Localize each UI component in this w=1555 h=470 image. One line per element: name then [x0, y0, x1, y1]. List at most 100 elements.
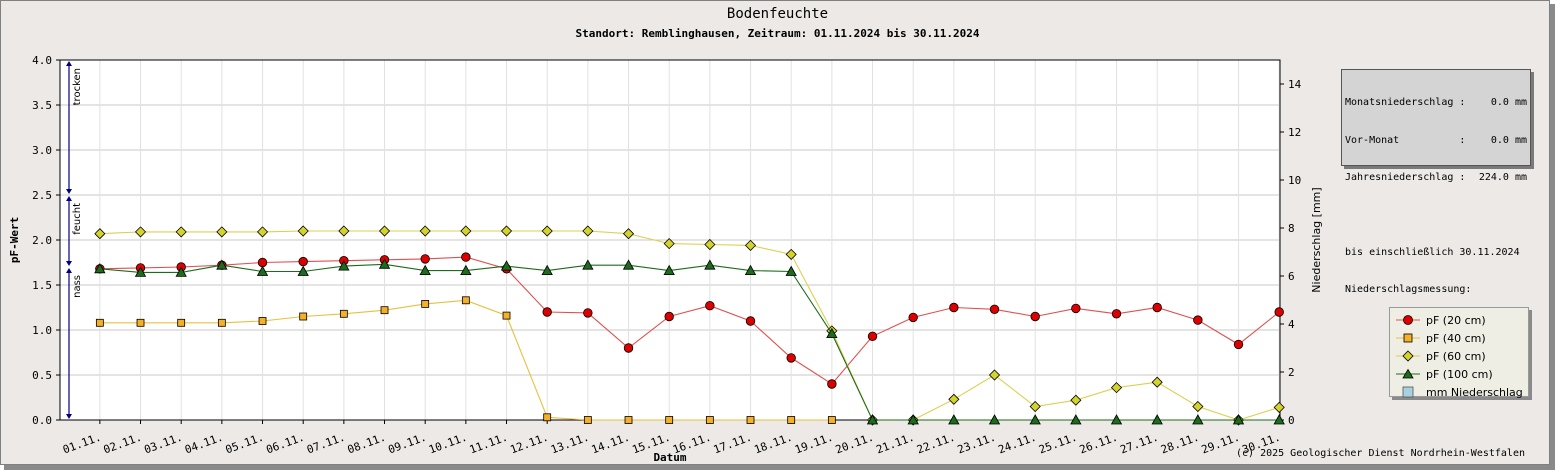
- data-point-circle: [1030, 311, 1040, 322]
- data-point-square: [543, 413, 552, 422]
- legend-swatch-triangle: [1396, 368, 1420, 379]
- data-point-triangle: [826, 327, 838, 339]
- data-point-circle: [827, 379, 837, 389]
- legend-label: mm Niederschlag: [1426, 385, 1523, 399]
- info-value: 224.0 mm: [1478, 172, 1527, 183]
- data-point-triangle: [1070, 414, 1082, 425]
- y-tick-label: 3.0: [32, 144, 52, 157]
- legend-swatch-square: [1396, 333, 1420, 343]
- legend-item-60cm: pF (60 cm): [1396, 347, 1528, 365]
- data-point-diamond: [988, 369, 1001, 381]
- copyright-text: (c) 2025 Geologischer Dienst Nordrhein-W…: [1236, 448, 1525, 459]
- legend-swatch-bar: [1402, 386, 1414, 398]
- legend-item-20cm: pF (20 cm): [1396, 311, 1528, 329]
- y2-tick-label: 4: [1288, 318, 1295, 331]
- y-tick-label: 1.5: [32, 279, 52, 292]
- y2-tick-label: 8: [1288, 222, 1295, 235]
- data-point-triangle: [744, 264, 757, 276]
- zone-arrow-up-icon: [66, 61, 72, 66]
- zone-label: feucht: [72, 203, 83, 235]
- data-point-triangle: [866, 414, 879, 425]
- x-tick-label: 02.11.: [102, 431, 144, 457]
- data-point-circle: [420, 254, 430, 264]
- data-point-triangle: [216, 259, 228, 270]
- x-axis-label: Datum: [653, 451, 686, 464]
- data-point-triangle: [988, 414, 1001, 425]
- data-point-circle: [1071, 303, 1081, 314]
- data-point-triangle: [948, 414, 960, 425]
- info-label: Jahresniederschlag :: [1345, 172, 1466, 183]
- data-point-circle: [949, 302, 959, 313]
- x-tick-label: 27.11.: [1118, 431, 1160, 457]
- info-label: Monatsniederschlag :: [1345, 97, 1466, 108]
- x-tick-label: 19.11.: [793, 431, 835, 457]
- data-point-diamond: [460, 225, 472, 237]
- x-tick-label: 17.11.: [712, 431, 754, 457]
- zone-arrow-up-icon: [66, 196, 72, 201]
- data-point-square: [583, 416, 592, 424]
- data-point-diamond: [419, 225, 431, 237]
- data-point-square: [299, 312, 308, 321]
- x-tick-label: 28.11.: [1159, 431, 1201, 457]
- x-tick-label: 05.11.: [224, 431, 266, 457]
- legend-item-40cm: pF (40 cm): [1396, 329, 1528, 347]
- zone-arrow-down-icon: [66, 189, 72, 194]
- data-point-diamond: [216, 226, 228, 238]
- data-point-diamond: [1110, 382, 1123, 394]
- data-point-triangle: [419, 264, 431, 276]
- x-tick-label: 01.11.: [61, 431, 103, 457]
- series-pf-100-cm-: [94, 258, 1285, 425]
- x-tick-label: 23.11.: [956, 431, 998, 457]
- frame-shadow-right: [1550, 4, 1555, 470]
- data-point-diamond: [297, 225, 309, 237]
- data-point-square: [705, 416, 714, 424]
- data-point-triangle: [704, 259, 716, 270]
- legend-swatch-circle: [1396, 315, 1420, 325]
- data-point-triangle: [785, 265, 797, 276]
- series-line: [99, 230, 1280, 421]
- legend-label: pF (20 cm): [1426, 313, 1486, 327]
- info-value: 0.0 mm: [1490, 134, 1527, 146]
- data-point-circle: [298, 256, 308, 267]
- x-tick-label: 07.11.: [305, 431, 347, 457]
- data-point-triangle: [378, 258, 391, 269]
- data-point-square: [217, 318, 226, 327]
- data-point-diamond: [1273, 401, 1285, 413]
- precipitation-info-box: Monatsniederschlag : 0.0 mm Vor-Monat : 0.…: [1341, 69, 1531, 333]
- info-row-yearly: Jahresniederschlag : 224.0 mm: [1345, 172, 1527, 185]
- data-point-circle: [745, 316, 756, 326]
- x-tick-label: 26.11.: [1078, 431, 1120, 457]
- zone-label: nass: [72, 275, 83, 298]
- data-point-square: [421, 299, 430, 308]
- data-point-diamond: [948, 393, 960, 405]
- data-point-triangle: [500, 260, 513, 271]
- zone-arrow-down-icon: [66, 414, 72, 419]
- data-point-triangle: [1192, 414, 1204, 425]
- legend-item-100cm: pF (100 cm): [1396, 365, 1528, 383]
- data-point-square: [787, 416, 796, 424]
- x-tick-label: 12.11.: [508, 431, 550, 457]
- legend-item-precipitation: mm Niederschlag: [1396, 383, 1528, 401]
- legend-swatch-diamond: [1396, 350, 1420, 362]
- x-tick-label: 25.11.: [1037, 431, 1079, 457]
- data-point-triangle: [663, 264, 675, 276]
- y-tick-label: 0.5: [32, 369, 52, 382]
- x-tick-label: 11.11.: [468, 431, 510, 457]
- info-until-date: bis einschließlich 30.11.2024: [1345, 246, 1520, 258]
- info-label: Vor-Monat :: [1345, 134, 1466, 146]
- data-point-square: [827, 416, 836, 424]
- x-tick-label: 06.11.: [264, 431, 306, 457]
- y-tick-label: 2.0: [32, 234, 52, 247]
- data-point-triangle: [1232, 414, 1245, 425]
- data-point-circle: [867, 331, 878, 342]
- legend-label: pF (60 cm): [1426, 349, 1486, 363]
- data-point-square: [665, 416, 674, 424]
- data-point-square: [461, 296, 470, 305]
- data-point-diamond: [622, 228, 635, 240]
- data-point-diamond: [1151, 376, 1163, 388]
- data-point-circle: [542, 307, 552, 317]
- y2-tick-label: 2: [1288, 366, 1295, 379]
- y2-tick-label: 6: [1288, 270, 1295, 283]
- data-point-square: [95, 318, 104, 327]
- x-tick-label: 03.11.: [142, 431, 184, 457]
